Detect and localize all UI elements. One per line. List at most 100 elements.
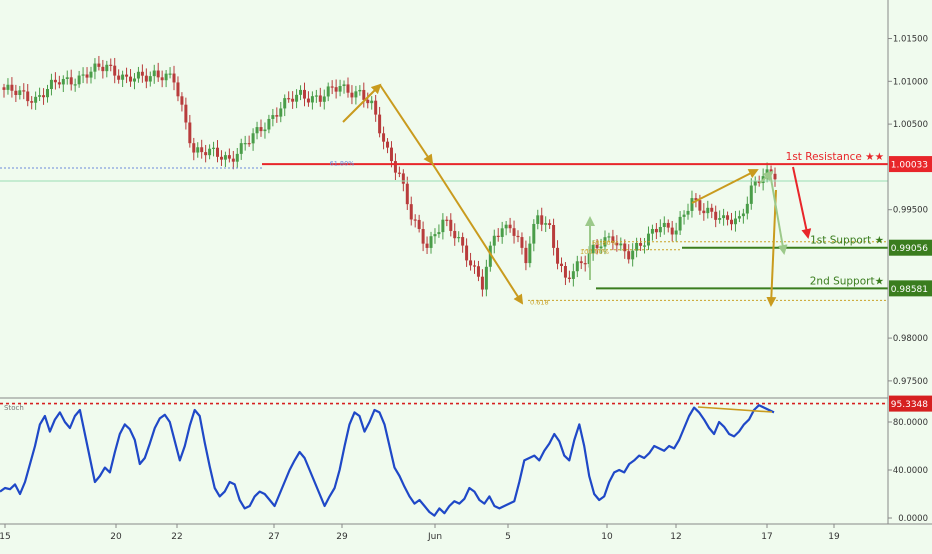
candle-body xyxy=(666,222,670,228)
candle-body xyxy=(678,216,682,231)
candle-body xyxy=(77,75,81,85)
candle-body xyxy=(635,242,639,251)
price-pane: 1st Resistance ★★ 1st Support ★ 2nd Suppor… xyxy=(0,55,888,307)
candle-body xyxy=(397,172,401,174)
candle-body xyxy=(219,156,223,160)
candle-body xyxy=(730,219,734,225)
price-tag-box-resistance xyxy=(889,156,932,173)
x-axis-ticks: 15 20 22 27 29 Jun 5 10 12 17 19 xyxy=(0,524,840,542)
candle-body xyxy=(706,207,710,214)
price-tag-label-support-2: 0.98581 xyxy=(891,285,928,295)
stoch-title: Stoch xyxy=(4,404,24,412)
level-label-support-2: 2nd Support★ xyxy=(810,275,884,287)
candle-body xyxy=(733,218,737,225)
candle-body xyxy=(386,141,390,148)
candle-body xyxy=(227,155,231,159)
candle-body xyxy=(105,64,109,72)
candle-body xyxy=(520,237,524,248)
candle-body xyxy=(457,237,461,239)
candle-body xyxy=(421,229,425,244)
candle-body xyxy=(567,277,571,279)
candle-body xyxy=(192,143,196,153)
price-tag-box-support-2 xyxy=(889,280,932,297)
candle-body xyxy=(61,78,65,85)
candle-body xyxy=(148,76,152,82)
fib-label: 0.618 xyxy=(530,298,549,306)
candle-body xyxy=(425,243,429,248)
arrow-green-down xyxy=(769,172,788,255)
x-tick-label: 15 xyxy=(0,532,11,542)
stoch-pane: Stoch xyxy=(0,402,888,517)
candle-body xyxy=(698,200,702,211)
candle-body xyxy=(366,99,370,104)
candle-body xyxy=(631,250,635,260)
candle-body xyxy=(658,226,662,233)
candle-body xyxy=(662,222,666,227)
candle-body xyxy=(441,219,445,233)
candle-body xyxy=(6,84,10,90)
stoch-tick-label: 0.0000 xyxy=(898,514,928,524)
candle-body xyxy=(670,227,674,235)
candle-body xyxy=(473,265,477,267)
candle-body xyxy=(342,84,346,87)
candle-body xyxy=(38,95,42,97)
candle-body xyxy=(393,161,397,173)
candle-body xyxy=(476,266,480,277)
candle-body xyxy=(702,210,706,214)
candle-body xyxy=(516,235,520,238)
candle-body xyxy=(271,115,275,119)
candle-body xyxy=(330,86,334,88)
candle-body xyxy=(737,216,741,219)
x-tick-label: 19 xyxy=(828,532,840,542)
level-label-support-1: 1st Support ★ xyxy=(810,235,884,247)
candle-body xyxy=(53,79,57,83)
candle-body xyxy=(552,225,556,248)
candle-body xyxy=(540,215,544,225)
candle-body xyxy=(73,84,77,86)
arrow-green-up-2 xyxy=(759,170,774,184)
candle-body xyxy=(445,219,449,221)
candle-body xyxy=(453,230,457,239)
candle-body xyxy=(180,96,184,105)
candle-body xyxy=(607,236,611,238)
candle-body xyxy=(643,245,647,247)
candle-body xyxy=(449,219,453,231)
candle-body xyxy=(310,96,314,103)
candle-body xyxy=(338,86,342,92)
candle-body xyxy=(136,71,140,79)
candle-body xyxy=(10,84,14,91)
candle-body xyxy=(109,64,113,66)
candle-body xyxy=(255,127,259,134)
candle-body xyxy=(508,224,512,229)
candle-body xyxy=(378,114,382,134)
candle-body xyxy=(306,98,310,103)
candle-body xyxy=(469,260,473,266)
candle-body xyxy=(646,233,650,246)
candle-body xyxy=(45,89,49,98)
candle-body xyxy=(461,237,465,246)
candle-body xyxy=(595,244,599,249)
candle-body xyxy=(382,133,386,142)
candle-body xyxy=(346,84,350,93)
candle-body xyxy=(259,127,263,132)
x-tick-label: 20 xyxy=(110,532,122,542)
candle-body xyxy=(172,73,176,83)
candle-body xyxy=(409,204,413,220)
candle-body xyxy=(544,223,548,225)
candle-body xyxy=(405,183,409,205)
candle-body xyxy=(188,122,192,144)
candle-body xyxy=(623,243,627,252)
candle-body xyxy=(235,153,239,162)
candle-body xyxy=(350,92,354,98)
candle-body xyxy=(125,74,129,77)
candle-body xyxy=(121,74,125,80)
candle-body xyxy=(504,224,508,229)
arrow-down-2 xyxy=(431,162,524,305)
stoch-tick-label: 40.0000 xyxy=(893,466,928,476)
candle-body xyxy=(650,228,654,234)
price-tag-label-support-1: 0.99056 xyxy=(891,244,928,254)
candle-body xyxy=(247,143,251,145)
candle-body xyxy=(113,65,117,76)
